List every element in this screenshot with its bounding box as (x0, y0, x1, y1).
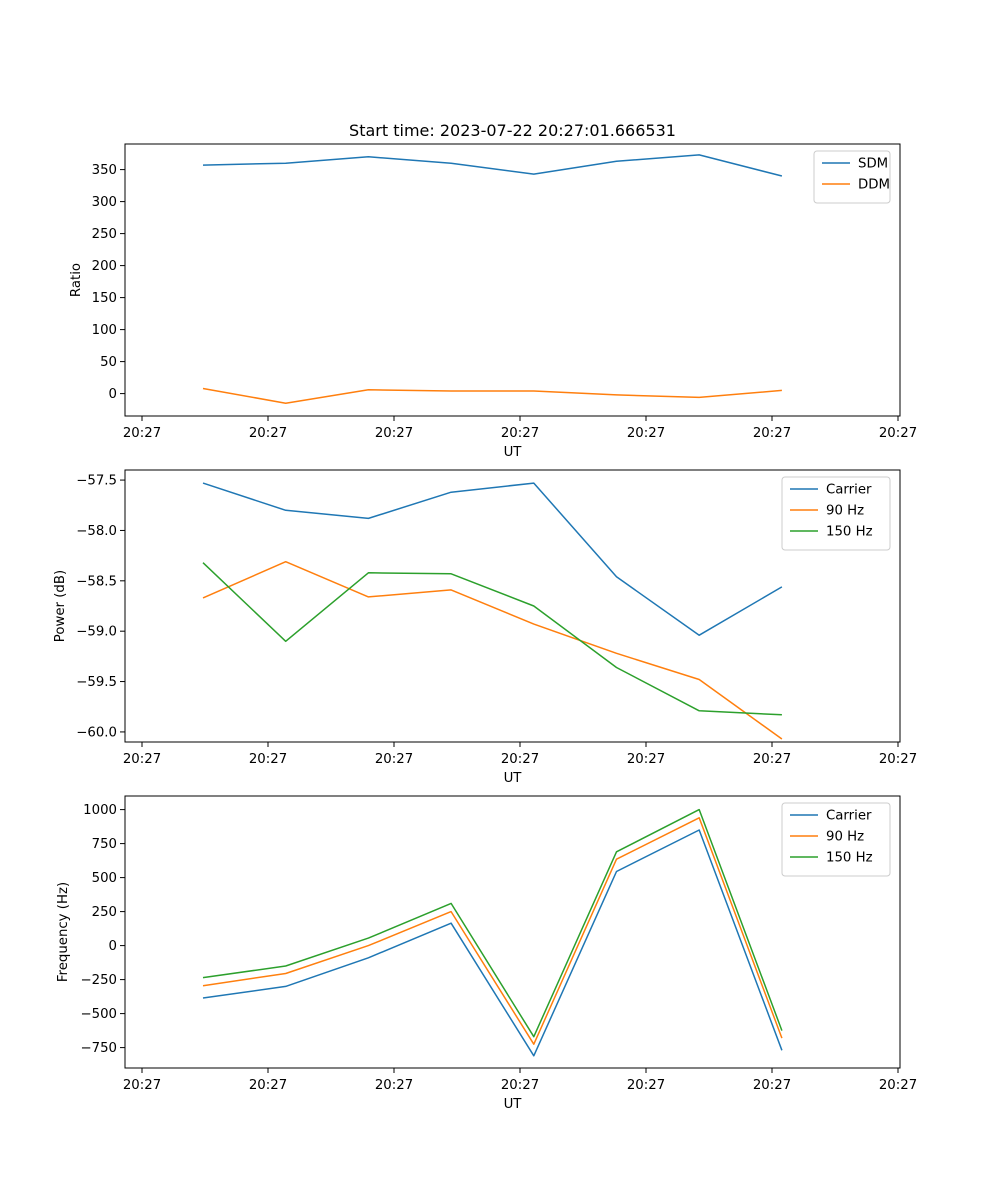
x-tick-label: 20:27 (375, 752, 413, 767)
y-tick-label: −57.5 (76, 474, 117, 489)
legend-entry: Carrier (826, 809, 872, 824)
x-tick-label: 20:27 (123, 752, 161, 767)
series-line-carrier (202, 482, 783, 636)
y-tick-label: −59.0 (76, 625, 117, 640)
plot-frame (124, 795, 901, 1069)
y-tick-label: 1000 (83, 803, 117, 818)
y-tick-label: 0 (109, 939, 117, 954)
x-tick-label: 20:27 (375, 426, 413, 441)
chart-panel-1: 20:27 20:27 20:27 20:27 20:27 20:27 20:27 0 50 10… (69, 121, 917, 460)
series-line-90-hz (202, 560, 783, 740)
x-tick-label: 20:27 (627, 752, 665, 767)
legend-entry: 90 Hz (826, 504, 864, 519)
x-tick-label: 20:27 (249, 1078, 287, 1093)
x-axis-label: UT (504, 1097, 523, 1112)
x-tick-label: 20:27 (753, 426, 791, 441)
legend-entry: Carrier (826, 483, 872, 498)
y-tick-label: −59.5 (76, 675, 117, 690)
legend-entry: DDM (858, 178, 890, 193)
x-tick-label: 20:27 (123, 426, 161, 441)
plot-frame (124, 469, 901, 743)
y-tick-label: 50 (100, 355, 117, 370)
y-tick-label: 300 (92, 195, 117, 210)
legend-box (813, 150, 891, 204)
legend-entry: 150 Hz (826, 525, 873, 540)
x-tick-label: 20:27 (753, 752, 791, 767)
x-tick-label: 20:27 (879, 1078, 917, 1093)
x-tick-label: 20:27 (249, 752, 287, 767)
chart-panel-2: 20:27 20:27 20:27 20:27 20:27 20:27 20:27 −60.0… (53, 469, 917, 786)
x-axis-label: UT (504, 445, 523, 460)
x-axis-label: UT (504, 771, 523, 786)
x-tick-label: 20:27 (879, 752, 917, 767)
legend: SDM DDM (813, 150, 891, 204)
series-line-ddm (202, 387, 782, 404)
y-axis-label: Frequency (Hz) (56, 882, 71, 982)
legend-entry: 150 Hz (826, 851, 873, 866)
x-tick-label: 20:27 (375, 1078, 413, 1093)
x-tick-label: 20:27 (501, 752, 539, 767)
x-tick-label: 20:27 (123, 1078, 161, 1093)
series-line-carrier (202, 829, 783, 1057)
y-tick-label: −500 (80, 1007, 117, 1022)
y-tick-label: 500 (92, 871, 117, 886)
y-tick-label: 250 (92, 905, 117, 920)
y-tick-label: 750 (92, 837, 117, 852)
y-tick-label: −250 (80, 973, 117, 988)
legend: Carrier 90 Hz 150 Hz (781, 476, 891, 551)
series-line-90-hz (202, 817, 783, 1045)
x-tick-label: 20:27 (879, 426, 917, 441)
y-tick-label: 200 (92, 259, 117, 274)
y-tick-label: −60.0 (76, 725, 117, 740)
x-tick-label: 20:27 (501, 1078, 539, 1093)
x-tick-label: 20:27 (627, 426, 665, 441)
y-axis-label: Ratio (69, 263, 84, 297)
x-tick-label: 20:27 (627, 1078, 665, 1093)
x-tick-label: 20:27 (501, 426, 539, 441)
chart-panel-3: 20:27 20:27 20:27 20:27 20:27 20:27 20:27 −750 −… (56, 795, 917, 1112)
legend-entry: SDM (858, 157, 888, 172)
y-tick-label: 0 (109, 387, 117, 402)
legend-entry: 90 Hz (826, 830, 864, 845)
y-tick-label: 250 (92, 227, 117, 242)
series-line-150-hz (202, 562, 782, 716)
y-tick-label: −58.0 (76, 524, 117, 539)
x-tick-label: 20:27 (753, 1078, 791, 1093)
y-tick-label: 100 (92, 323, 117, 338)
y-axis-label: Power (dB) (53, 570, 68, 642)
y-tick-label: 350 (92, 163, 117, 178)
series-line-150-hz (202, 808, 783, 1038)
series-line-sdm (202, 154, 783, 177)
x-tick-label: 20:27 (249, 426, 287, 441)
y-tick-label: 150 (92, 291, 117, 306)
chart-title: Start time: 2023-07-22 20:27:01.666531 (349, 121, 676, 140)
legend: Carrier 90 Hz 150 Hz (781, 802, 891, 877)
plot-frame (124, 143, 901, 417)
y-tick-label: −750 (80, 1041, 117, 1056)
y-tick-label: −58.5 (76, 574, 117, 589)
